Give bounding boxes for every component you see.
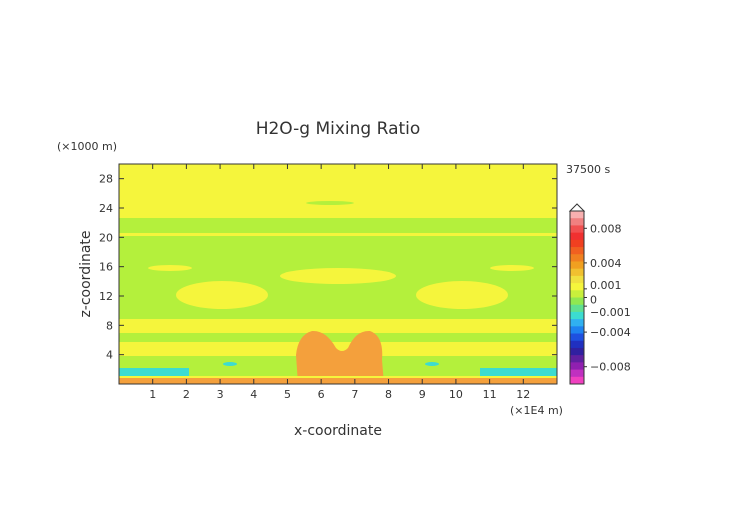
x-tick-label-7: 7 — [351, 388, 358, 401]
low-level-cyan-left — [119, 368, 189, 377]
surface-orange-strip — [119, 378, 557, 384]
colorbar-swatch — [570, 297, 584, 306]
colorbar-label-5: −0.004 — [590, 326, 631, 339]
x-tick-label-1: 1 — [149, 388, 156, 401]
y-axis: 4 8 12 16 20 24 28 — [99, 173, 557, 362]
colorbar-swatch — [570, 211, 584, 219]
chart-title: H2O-g Mixing Ratio — [256, 119, 421, 139]
time-label: 37500 s — [566, 163, 610, 176]
orange-plume — [296, 330, 384, 384]
y-tick-label-12: 12 — [99, 290, 113, 303]
x-tick-label-9: 9 — [419, 388, 426, 401]
colorbar-swatch — [570, 355, 584, 363]
y-unit-label: (×1000 m) — [57, 140, 117, 153]
colorbar-swatch — [570, 340, 584, 349]
left-upper-streak — [148, 265, 192, 271]
colorbar-swatch — [570, 261, 584, 270]
x-axis-label: x-coordinate — [294, 423, 382, 439]
colorbar-swatch — [570, 254, 584, 262]
colorbar-top-arrow — [568, 203, 586, 212]
top-green-streak — [306, 201, 354, 205]
colorbar-label-0: 0.008 — [590, 222, 622, 235]
colorbar-swatch — [570, 218, 584, 226]
surface-yellow-strip — [119, 376, 557, 378]
x-tick-label-6: 6 — [318, 388, 325, 401]
central-yellow-arc — [280, 268, 396, 284]
colorbar-swatch — [570, 232, 584, 241]
colorbar-swatch — [570, 362, 584, 371]
colorbar-swatch — [570, 376, 584, 385]
y-tick-label-16: 16 — [99, 261, 113, 274]
y-tick-label-20: 20 — [99, 231, 113, 244]
y-tick-label-4: 4 — [106, 349, 113, 362]
y-tick-label-24: 24 — [99, 202, 113, 215]
cyan-spot-right — [425, 362, 439, 366]
thin-yellow-line — [119, 233, 557, 236]
y-axis-label: z-coordinate — [78, 230, 94, 317]
x-tick-label-2: 2 — [183, 388, 190, 401]
colorbar: 0.008 0.004 0.001 0−0.001 −0.004 −0.008 — [568, 203, 631, 385]
x-unit-label: (×1E4 m) — [510, 404, 563, 417]
colorbar-label-4: −0.001 — [590, 306, 631, 319]
colorbar-label-3: 0 — [590, 294, 597, 307]
colorbar-swatch — [570, 275, 584, 284]
colorbar-swatch — [570, 225, 584, 234]
colorbar-swatch — [570, 304, 584, 313]
x-tick-label-8: 8 — [385, 388, 392, 401]
cyan-spot-left — [223, 362, 237, 366]
y-tick-label-8: 8 — [106, 319, 113, 332]
colorbar-swatch — [570, 326, 584, 335]
colorbar-swatch — [570, 319, 584, 327]
x-tick-label-5: 5 — [284, 388, 291, 401]
right-yellow-lobe — [416, 281, 508, 309]
colorbar-swatch — [570, 247, 584, 255]
colorbar-swatch — [570, 333, 584, 342]
x-tick-label-12: 12 — [516, 388, 530, 401]
bottom-yellow-band — [119, 342, 557, 356]
right-upper-streak — [490, 265, 534, 271]
plot-frame — [118, 163, 558, 385]
colorbar-swatch — [570, 239, 584, 248]
colorbar-swatch — [570, 369, 584, 378]
heatmap-field — [119, 164, 557, 384]
y-tick-label-28: 28 — [99, 173, 113, 186]
colorbar-label-2: 0.001 — [590, 279, 622, 292]
colorbar-label-6: −0.008 — [590, 361, 631, 374]
left-yellow-lobe — [176, 281, 268, 309]
x-tick-label-4: 4 — [250, 388, 257, 401]
low-level-cyan-right — [480, 368, 557, 377]
x-tick-label-3: 3 — [217, 388, 224, 401]
colorbar-swatch — [570, 283, 584, 291]
x-tick-label-10: 10 — [449, 388, 463, 401]
colorbar-swatch — [570, 268, 584, 277]
x-axis: 1 2 3 4 5 6 7 8 9 10 11 12 — [149, 164, 530, 401]
colorbar-swatch — [570, 347, 584, 356]
colorbar-swatch — [570, 311, 584, 320]
lower-yellow-band — [119, 319, 557, 333]
colorbar-swatch — [570, 290, 584, 298]
x-tick-label-11: 11 — [483, 388, 497, 401]
colorbar-label-1: 0.004 — [590, 257, 622, 270]
